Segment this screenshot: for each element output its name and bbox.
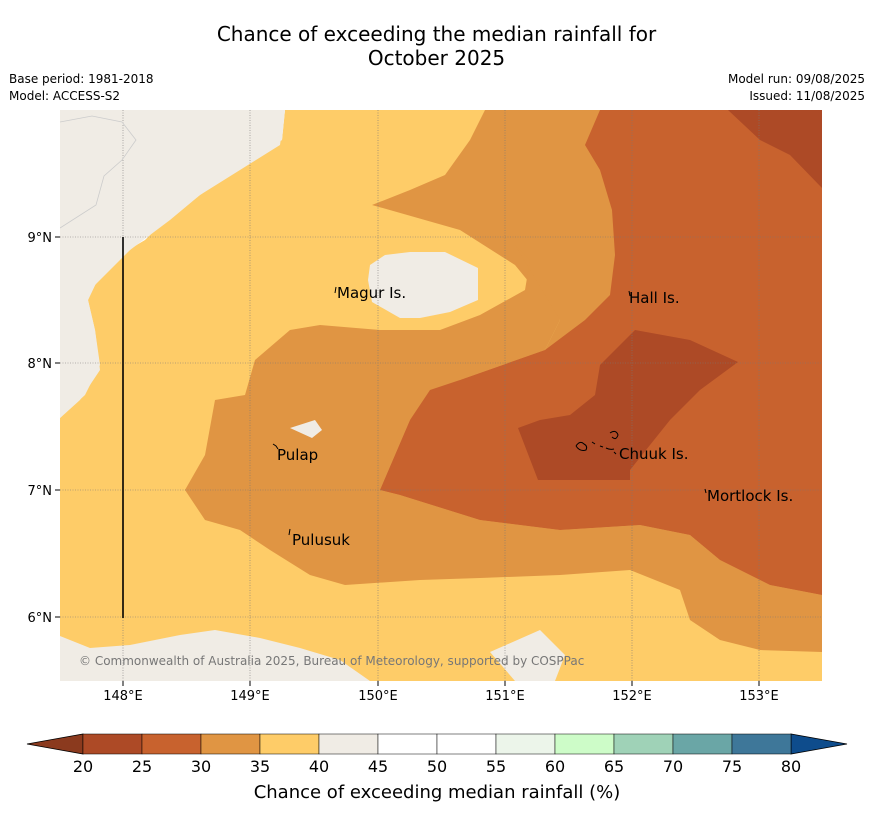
model-name: Model: ACCESS-S2: [9, 89, 121, 103]
label-pulap: Pulap: [277, 446, 318, 464]
band-20-25-northeast: [728, 110, 822, 188]
island-markers: [272, 286, 707, 536]
issued-date: Issued: 11/08/2025: [749, 89, 865, 103]
lat-label-9: 9°N: [28, 231, 53, 246]
colorbar-tick-label: 80: [781, 757, 801, 776]
hall-marker: [628, 290, 631, 297]
chuuk-marker: [575, 430, 619, 455]
label-chuuk: Chuuk Is.: [619, 445, 688, 463]
magur-marker: [334, 286, 337, 294]
colorbar-segment: [495, 733, 556, 755]
lon-label-151: 151°E: [485, 689, 525, 704]
band-40-45-southwest: [60, 630, 370, 681]
lon-label-150: 150°E: [358, 689, 398, 704]
colorbar-tick-label: 70: [663, 757, 683, 776]
lon-label-149: 149°E: [230, 689, 270, 704]
colorbar-segment: [436, 733, 497, 755]
colorbar-tick-label: 35: [250, 757, 270, 776]
title-line-2: October 2025: [367, 46, 506, 70]
label-magur: Magur Is.: [337, 284, 406, 302]
colorbar-tick-label: 75: [722, 757, 742, 776]
lon-label-153: 153°E: [739, 689, 779, 704]
colorbar-tick-label: 20: [73, 757, 93, 776]
band-25-30: [380, 110, 822, 595]
lon-label-152: 152°E: [612, 689, 652, 704]
colorbar-tick-label: 45: [368, 757, 388, 776]
mortlock-marker: [704, 488, 707, 494]
colorbar-tick-label: 25: [132, 757, 152, 776]
colorbar-segment: [554, 733, 615, 755]
colorbar: 20 25 30 35 40 45 50 55 60 65 70 75 80: [26, 733, 848, 776]
colorbar-extend-high: [790, 733, 848, 755]
colorbar-tick-label: 55: [486, 757, 506, 776]
coastline: [60, 115, 137, 229]
forecast-map: © Commonwealth of Australia 2025, Bureau…: [60, 110, 822, 681]
colorbar-segment: [82, 733, 143, 755]
band-40-45-west-inner: [60, 110, 285, 418]
band-40-45-south: [490, 630, 565, 681]
pulap-marker: [272, 443, 279, 450]
meta-right: Model run: 09/08/2025 Issued: 11/08/2025: [728, 71, 865, 105]
lon-label-148: 148°E: [103, 689, 143, 704]
colorbar-segment: [259, 733, 320, 755]
colorbar-tick-label: 30: [191, 757, 211, 776]
title-line-1: Chance of exceeding the median rainfall …: [216, 22, 657, 46]
lat-label-6: 6°N: [28, 611, 53, 626]
colorbar-title: Chance of exceeding median rainfall (%): [254, 782, 621, 803]
lon-axis: 148°E 149°E 150°E 151°E 152°E 153°E: [103, 681, 779, 704]
label-hall: Hall Is.: [629, 289, 680, 307]
map-title: Chance of exceeding the median rainfall …: [0, 22, 873, 70]
colorbar-segment: [731, 733, 792, 755]
pulusuk-marker: [288, 528, 291, 536]
band-40-45-magur: [368, 252, 478, 318]
base-period: Base period: 1981-2018: [9, 72, 154, 86]
lat-axis: 9°N 8°N 7°N 6°N: [28, 231, 60, 626]
label-pulusuk: Pulusuk: [292, 531, 350, 549]
band-30-35-west: [185, 245, 822, 652]
colorbar-tick-label: 65: [604, 757, 624, 776]
colorbar-segment: [318, 733, 379, 755]
colorbar-segment: [377, 733, 438, 755]
meta-left: Base period: 1981-2018 Model: ACCESS-S2: [9, 71, 154, 105]
copyright-text: © Commonwealth of Australia 2025, Bureau…: [79, 654, 584, 668]
band-20-25-chuuk: [518, 330, 738, 480]
colorbar-segment: [200, 733, 261, 755]
colorbar-tick-label: 60: [545, 757, 565, 776]
band-40-45-pulap: [290, 420, 322, 438]
colorbar-segment: [672, 733, 733, 755]
label-mortlock: Mortlock Is.: [707, 487, 793, 505]
lat-label-8: 8°N: [28, 357, 53, 372]
colorbar-extend-low: [26, 733, 84, 755]
lat-label-7: 7°N: [28, 484, 53, 499]
colorbar-segment: [141, 733, 202, 755]
colorbar-segment: [613, 733, 674, 755]
colorbar-tick-label: 50: [427, 757, 447, 776]
model-run: Model run: 09/08/2025: [727, 72, 865, 86]
colorbar-tick-label: 40: [309, 757, 329, 776]
